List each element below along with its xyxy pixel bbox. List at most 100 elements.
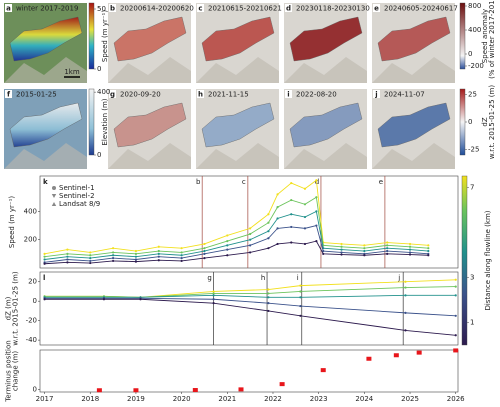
data-point bbox=[139, 298, 142, 301]
data-point bbox=[111, 254, 115, 257]
data-point bbox=[89, 261, 92, 265]
map-letter: e bbox=[374, 5, 379, 13]
panel-letter: l bbox=[43, 274, 45, 282]
data-point bbox=[212, 298, 215, 301]
data-point bbox=[386, 247, 389, 250]
data-point bbox=[180, 254, 183, 257]
data-point bbox=[43, 258, 46, 261]
data-point bbox=[363, 247, 366, 250]
data-point bbox=[404, 294, 407, 297]
colorbar-title: Elevation (m) bbox=[101, 98, 109, 145]
x-tick-label: 2020 bbox=[173, 395, 191, 403]
map-label-box bbox=[5, 4, 12, 12]
data-point bbox=[157, 252, 160, 255]
data-point bbox=[212, 302, 215, 305]
series-line bbox=[44, 279, 456, 298]
event-label: h bbox=[261, 274, 265, 282]
data-point bbox=[66, 248, 69, 251]
map-label-box bbox=[5, 90, 12, 98]
colorbar-tick-label: 1 bbox=[470, 318, 474, 326]
y-tick-label: 0 bbox=[33, 297, 37, 305]
data-point bbox=[404, 329, 407, 332]
panel-letter: k bbox=[43, 178, 48, 186]
data-point bbox=[404, 280, 407, 283]
data-point bbox=[267, 221, 270, 224]
data-point bbox=[290, 198, 293, 202]
data-point bbox=[453, 348, 459, 353]
data-point bbox=[249, 232, 252, 236]
colorbar-tick-label: 7 bbox=[470, 183, 474, 191]
data-point bbox=[267, 292, 270, 295]
data-point bbox=[212, 294, 215, 297]
data-point bbox=[320, 368, 326, 373]
data-point bbox=[43, 262, 46, 265]
terrain bbox=[108, 143, 191, 169]
data-point bbox=[303, 242, 307, 246]
event-label: c bbox=[242, 178, 246, 186]
glacier bbox=[9, 16, 83, 62]
map-letter: g bbox=[110, 91, 115, 99]
data-point bbox=[386, 249, 389, 253]
data-point bbox=[276, 193, 279, 196]
y-tick-label: -40 bbox=[26, 336, 37, 344]
map-letter: f bbox=[7, 91, 11, 99]
data-point bbox=[290, 213, 293, 216]
data-point bbox=[408, 253, 412, 256]
data-point bbox=[134, 249, 138, 253]
x-tick-label: 2026 bbox=[447, 395, 465, 403]
data-point bbox=[226, 234, 229, 237]
x-tick-label: 2024 bbox=[355, 395, 373, 403]
legend-label: Landsat 8/9 bbox=[59, 200, 100, 208]
data-point bbox=[43, 252, 46, 255]
data-point bbox=[226, 248, 229, 251]
data-point bbox=[363, 249, 366, 253]
data-point bbox=[340, 251, 343, 254]
data-point bbox=[134, 255, 138, 258]
data-point bbox=[203, 249, 206, 253]
data-point bbox=[96, 388, 102, 393]
data-point bbox=[427, 249, 430, 253]
data-point bbox=[276, 217, 279, 220]
colorbar-tick-label: 50 bbox=[97, 5, 106, 13]
data-point bbox=[303, 187, 307, 190]
data-point bbox=[299, 314, 302, 317]
colorbar bbox=[459, 2, 466, 70]
colorbar-tick-label: 0 bbox=[468, 118, 472, 126]
series-line bbox=[44, 286, 456, 298]
terrain bbox=[372, 57, 455, 83]
terrain bbox=[108, 57, 191, 83]
y-axis-label: Terminus position bbox=[5, 340, 13, 402]
data-point bbox=[66, 258, 69, 261]
map-title: 2020-09-20 bbox=[120, 91, 161, 99]
data-point bbox=[299, 296, 302, 299]
map-label-box bbox=[373, 4, 380, 12]
data-point bbox=[226, 254, 229, 257]
data-point bbox=[203, 242, 206, 246]
data-point bbox=[226, 244, 229, 247]
data-point bbox=[408, 251, 412, 254]
colorbar bbox=[88, 88, 95, 156]
data-point bbox=[454, 314, 457, 317]
data-point bbox=[111, 256, 115, 260]
data-point bbox=[315, 196, 318, 199]
data-point bbox=[249, 238, 252, 241]
data-point bbox=[386, 244, 389, 247]
data-point bbox=[404, 311, 407, 314]
data-point bbox=[454, 285, 457, 288]
data-point bbox=[340, 242, 343, 246]
map-label-box bbox=[109, 4, 116, 12]
data-point bbox=[134, 258, 138, 261]
event-label: j bbox=[397, 274, 400, 282]
glacier bbox=[289, 16, 363, 62]
data-point bbox=[267, 309, 270, 313]
data-point bbox=[416, 350, 422, 355]
data-point bbox=[303, 215, 307, 219]
data-point bbox=[134, 260, 138, 263]
map-label-box bbox=[285, 90, 292, 98]
data-point bbox=[89, 256, 92, 260]
terrain bbox=[196, 57, 279, 83]
y-tick-label: 400 bbox=[24, 207, 37, 215]
data-point bbox=[322, 252, 325, 255]
y-tick-label: 200 bbox=[24, 236, 37, 244]
data-point bbox=[454, 294, 457, 297]
